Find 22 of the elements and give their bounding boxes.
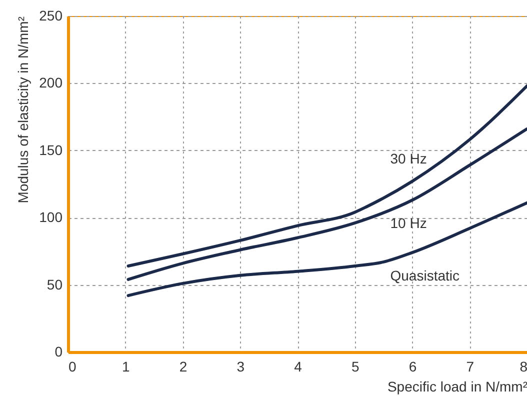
x-tick-label: 4 <box>294 358 302 374</box>
x-axis-title: Specific load in N/mm² <box>387 378 527 394</box>
y-tick-label: 250 <box>39 8 63 24</box>
x-tick-label: 0 <box>68 358 76 374</box>
x-tick-label: 8 <box>520 358 527 374</box>
line-series <box>126 84 527 268</box>
series-label: Quasistatic <box>390 268 460 284</box>
x-tick-label: 1 <box>122 358 130 374</box>
x-tick-label: 6 <box>408 358 417 374</box>
line-series <box>126 201 527 298</box>
y-tick-label: 200 <box>39 74 63 91</box>
x-tick-label: 2 <box>179 358 188 374</box>
x-tick-label: 7 <box>466 358 474 374</box>
series-label: 10 Hz <box>390 215 427 232</box>
x-tick-label: 5 <box>351 358 360 374</box>
y-tick-label: 50 <box>46 276 63 292</box>
series-label: 30 Hz <box>390 150 427 166</box>
y-axis-title: Modulus of elasticity in N/mm² <box>15 16 32 204</box>
y-tick-label: 150 <box>39 142 63 158</box>
y-tick-label: 0 <box>54 344 63 360</box>
y-tick-label: 100 <box>39 209 63 226</box>
x-tick-label: 3 <box>236 358 245 374</box>
